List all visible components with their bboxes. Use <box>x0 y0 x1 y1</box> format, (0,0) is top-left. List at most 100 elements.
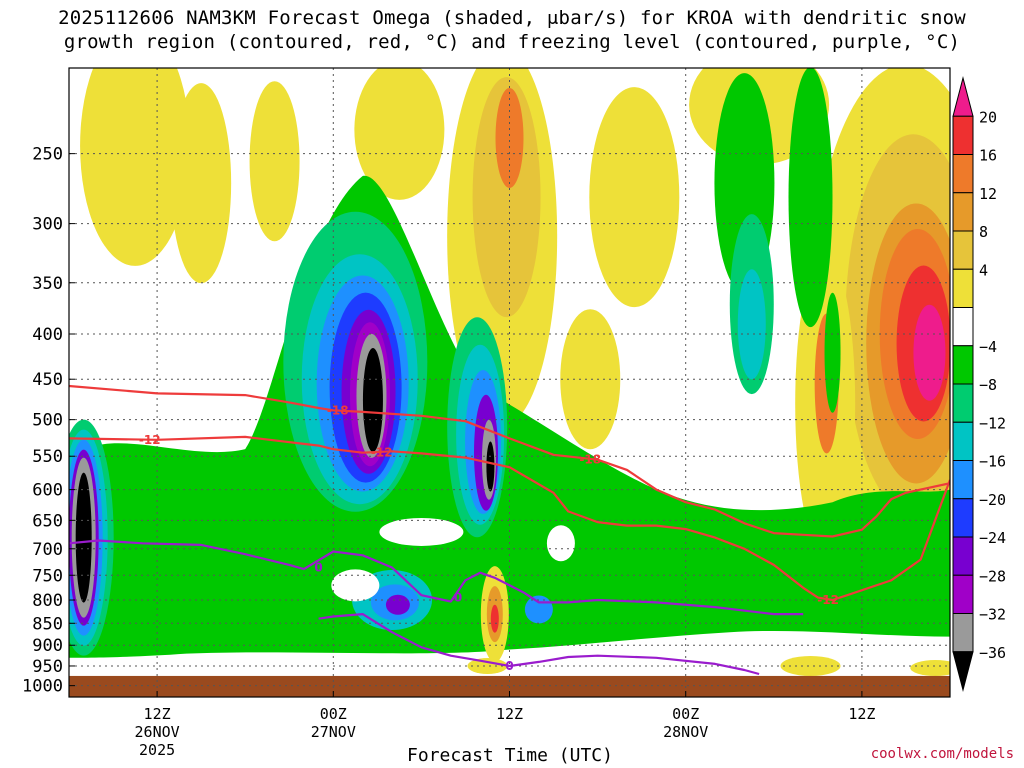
omega-region <box>737 269 766 380</box>
omega-region <box>495 87 524 188</box>
colorbar-swatch <box>952 345 974 385</box>
omega-region <box>589 87 680 308</box>
colorbar-swatch <box>952 154 974 194</box>
colorbar-label: 8 <box>979 223 988 241</box>
colorbar-label: −36 <box>979 644 1006 662</box>
x-tick-label: 12Z <box>496 705 523 723</box>
x-tick-date: 28NOV <box>663 723 708 741</box>
omega-region <box>824 292 841 413</box>
y-tick-label: 950 <box>32 657 63 677</box>
contour-0 <box>318 613 760 676</box>
omega-region <box>80 68 191 266</box>
x-tick-label: 00Z <box>672 705 699 723</box>
y-tick-label: 400 <box>32 325 63 345</box>
colorbar-swatch <box>952 613 974 653</box>
colorbar-cap-top <box>952 76 974 117</box>
y-tick-label: 600 <box>32 481 63 501</box>
omega-region <box>249 81 300 242</box>
colorbar-label: −32 <box>979 606 1006 624</box>
colorbar-label: 12 <box>979 185 997 203</box>
omega-region <box>379 517 464 546</box>
y-tick-label: 500 <box>32 411 63 431</box>
y-tick-label: 750 <box>32 566 63 586</box>
contour-label: -18 <box>327 403 349 417</box>
chart-title-line1: 2025112606 NAM3KM Forecast Omega (shaded… <box>58 7 966 29</box>
chart-title-line2: growth region (contoured, red, °C) and f… <box>63 31 961 53</box>
contour-18 <box>69 384 950 538</box>
colorbar-label: −24 <box>979 529 1006 547</box>
omega-region <box>467 657 508 674</box>
omega-region <box>472 77 541 318</box>
x-axis-title: Forecast Time (UTC) <box>407 745 613 766</box>
omega-region <box>354 68 445 200</box>
contour-labels: -12 -18 -12 -18 -12 0 0 0 <box>139 403 839 673</box>
colorbar-cap-bottom <box>952 651 974 692</box>
contour-0 <box>69 539 804 616</box>
contour-label: 0 <box>505 659 513 673</box>
x-tick-label: 00Z <box>320 705 347 723</box>
omega-region <box>490 604 499 633</box>
y-tick-label: 850 <box>32 614 63 634</box>
colorbar-swatch <box>952 421 974 461</box>
y-tick-label: 350 <box>32 274 63 294</box>
omega-region <box>910 659 950 676</box>
omega-region <box>788 68 833 328</box>
omega-shading <box>69 68 950 697</box>
colorbar-swatch <box>952 383 974 423</box>
omega-region <box>913 304 946 401</box>
colorbar-swatch <box>952 230 974 270</box>
y-tick-label: 700 <box>32 540 63 560</box>
x-tick-date: 26NOV <box>135 723 180 741</box>
contour-label: -12 <box>371 446 393 460</box>
colorbar-label: 4 <box>979 261 988 279</box>
omega-region <box>362 347 383 452</box>
omega-region <box>560 309 621 450</box>
y-tick-label: 550 <box>32 447 63 467</box>
omega-region <box>331 569 380 602</box>
colorbar-label: −4 <box>979 338 997 356</box>
contour-label: -12 <box>817 593 839 607</box>
colorbar-swatch <box>952 498 974 538</box>
colorbar-swatch <box>952 536 974 576</box>
colorbar-label: −8 <box>979 376 997 394</box>
colorbar-label: −16 <box>979 453 1006 471</box>
y-tick-label: 300 <box>32 215 63 235</box>
y-axis: 2503003504004505005506006507007508008509… <box>22 145 75 697</box>
contour-label: -18 <box>579 453 601 467</box>
omega-region <box>486 441 495 492</box>
x-tick-date: 27NOV <box>311 723 356 741</box>
temperature-contours <box>69 384 950 676</box>
y-tick-label: 1000 <box>22 677 63 697</box>
x-tick-label: 12Z <box>848 705 875 723</box>
y-tick-label: 450 <box>32 370 63 390</box>
y-tick-label: 900 <box>32 636 63 656</box>
colorbar-label: −20 <box>979 491 1006 509</box>
contour-label: -12 <box>139 433 161 447</box>
omega-region <box>780 655 841 676</box>
colorbar-label: 16 <box>979 147 997 165</box>
contour-12 <box>69 435 950 602</box>
contour-label: 0 <box>454 591 462 605</box>
colorbar-swatch <box>952 192 974 232</box>
x-tick-year: 2025 <box>139 741 175 759</box>
colorbar: 20 16 12 8 4 −4 −8 −12 −16 −20 −24 −28 −32 −36 <box>952 76 1006 692</box>
omega-region <box>385 594 410 615</box>
watermark: coolwx.com/models <box>870 746 1014 762</box>
x-tick-label: 12Z <box>144 705 171 723</box>
omega-region <box>546 525 575 562</box>
colorbar-swatch <box>952 307 974 347</box>
colorbar-label: −12 <box>979 414 1006 432</box>
colorbar-swatch <box>952 268 974 308</box>
y-tick-label: 250 <box>32 145 63 165</box>
y-tick-label: 650 <box>32 511 63 531</box>
contour-label: 0 <box>314 560 322 574</box>
omega-region <box>75 472 92 603</box>
colorbar-label: −28 <box>979 567 1006 585</box>
y-tick-label: 800 <box>32 591 63 611</box>
colorbar-label: 20 <box>979 108 997 126</box>
colorbar-swatch <box>952 115 974 155</box>
colorbar-swatch <box>952 574 974 614</box>
omega-region <box>171 83 232 284</box>
